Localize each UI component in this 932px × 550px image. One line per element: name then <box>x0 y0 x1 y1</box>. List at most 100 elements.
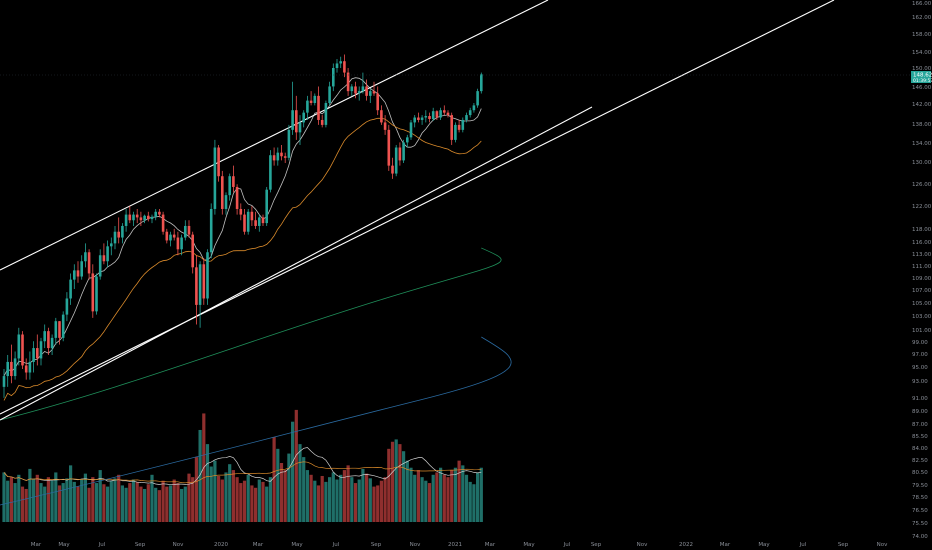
candle-body <box>380 110 383 123</box>
price-tick-label: 89.00 <box>912 409 928 415</box>
volume-bar <box>209 466 213 522</box>
volume-bar <box>54 472 58 522</box>
candle-body <box>480 74 483 92</box>
volume-bar <box>168 485 173 522</box>
volume-bar <box>9 477 13 522</box>
candle-body <box>54 321 58 338</box>
candle-body <box>17 334 21 359</box>
candle-body <box>180 237 183 250</box>
volume-bar <box>291 421 295 522</box>
candle-body <box>254 220 257 226</box>
candle-body <box>450 115 453 140</box>
volume-bar <box>376 485 380 522</box>
candle-body <box>80 261 83 277</box>
candle-body <box>250 211 254 221</box>
volume-bar <box>139 486 143 522</box>
candle-body <box>2 376 6 387</box>
volume-bar <box>72 481 76 522</box>
volume-bar <box>135 481 139 522</box>
candle-body <box>73 270 76 280</box>
candle-body <box>176 237 180 250</box>
time-axis[interactable]: Mar May Jul Sep Nov 2020 Mar May Jul Sep Nov 2021 Ma… <box>31 542 888 548</box>
time-tick-label: Nov <box>173 542 184 548</box>
volume-bar <box>394 439 398 522</box>
volume-bar <box>298 444 302 522</box>
candle-body <box>91 273 95 312</box>
candle-body <box>102 255 106 262</box>
channel-mid-line <box>0 106 593 421</box>
volume-bar <box>39 483 43 522</box>
candle-body <box>213 147 217 209</box>
price-tick-label: 109.00 <box>912 276 932 282</box>
time-tick-label: Mar <box>720 542 731 548</box>
volume-bar <box>217 475 221 522</box>
volume-bar <box>2 472 6 522</box>
candle-body <box>132 214 135 221</box>
candle-body <box>87 252 91 274</box>
volume-bar <box>476 472 480 522</box>
candle-body <box>465 115 468 120</box>
ma-fast-line <box>3 77 482 377</box>
time-tick-label: Jul <box>799 542 807 548</box>
volume-bar <box>124 487 128 522</box>
last-price-badge <box>911 71 931 83</box>
volume-bar <box>157 490 161 522</box>
candle-body <box>65 298 69 315</box>
candle-body <box>332 68 335 87</box>
candle-body <box>272 155 276 161</box>
candle-body <box>391 165 394 174</box>
price-tick-label: 134.00 <box>912 141 932 147</box>
candle-body <box>302 112 305 123</box>
volume-bar <box>102 484 106 522</box>
candle-body <box>394 147 398 174</box>
ma-slow-line <box>0 247 502 421</box>
candle-body <box>361 86 365 92</box>
volume-bar <box>224 472 228 522</box>
volume-bar <box>61 483 65 522</box>
volume-bar <box>461 465 465 522</box>
volume-bar <box>191 477 195 522</box>
candle-body <box>443 110 446 113</box>
price-tick-label: 80.50 <box>912 470 928 476</box>
candle-body <box>298 122 302 133</box>
volume-bar <box>180 488 184 522</box>
candle-body <box>383 122 387 130</box>
candle-body <box>476 91 479 106</box>
candle-body <box>317 95 320 120</box>
volume-bar <box>379 480 383 522</box>
candle-body <box>165 231 169 241</box>
candle-body <box>454 124 457 140</box>
candle-body <box>209 208 213 253</box>
candle-body <box>269 155 272 190</box>
volume-bar <box>6 480 10 522</box>
volume-bar <box>83 473 87 522</box>
candle-body <box>406 137 409 143</box>
candle-body <box>328 86 331 103</box>
price-tick-label: 138.00 <box>912 122 932 128</box>
time-tick-label: May <box>523 542 535 548</box>
candle-body <box>235 186 239 209</box>
volume-bar <box>342 470 346 522</box>
candle-body <box>280 152 283 157</box>
candle-body <box>413 117 416 123</box>
candle-body <box>428 116 431 119</box>
candle-body <box>339 61 342 64</box>
price-tick-label: 76.50 <box>912 508 928 514</box>
candle-body <box>202 264 206 299</box>
time-tick-label: 2021 <box>448 542 462 548</box>
candle-body <box>217 147 220 177</box>
candle-body <box>154 211 157 217</box>
price-tick-label: 91.00 <box>912 396 928 402</box>
candle-body <box>402 142 405 161</box>
ma-mid-line <box>3 117 482 401</box>
volume-bar <box>143 488 147 522</box>
time-tick-label: Nov <box>877 542 888 548</box>
candle-body <box>172 234 176 238</box>
price-tick-label: 162.00 <box>912 15 932 21</box>
volume-bar <box>183 486 187 522</box>
volume-bar <box>50 480 54 522</box>
volume-bar <box>65 478 69 522</box>
